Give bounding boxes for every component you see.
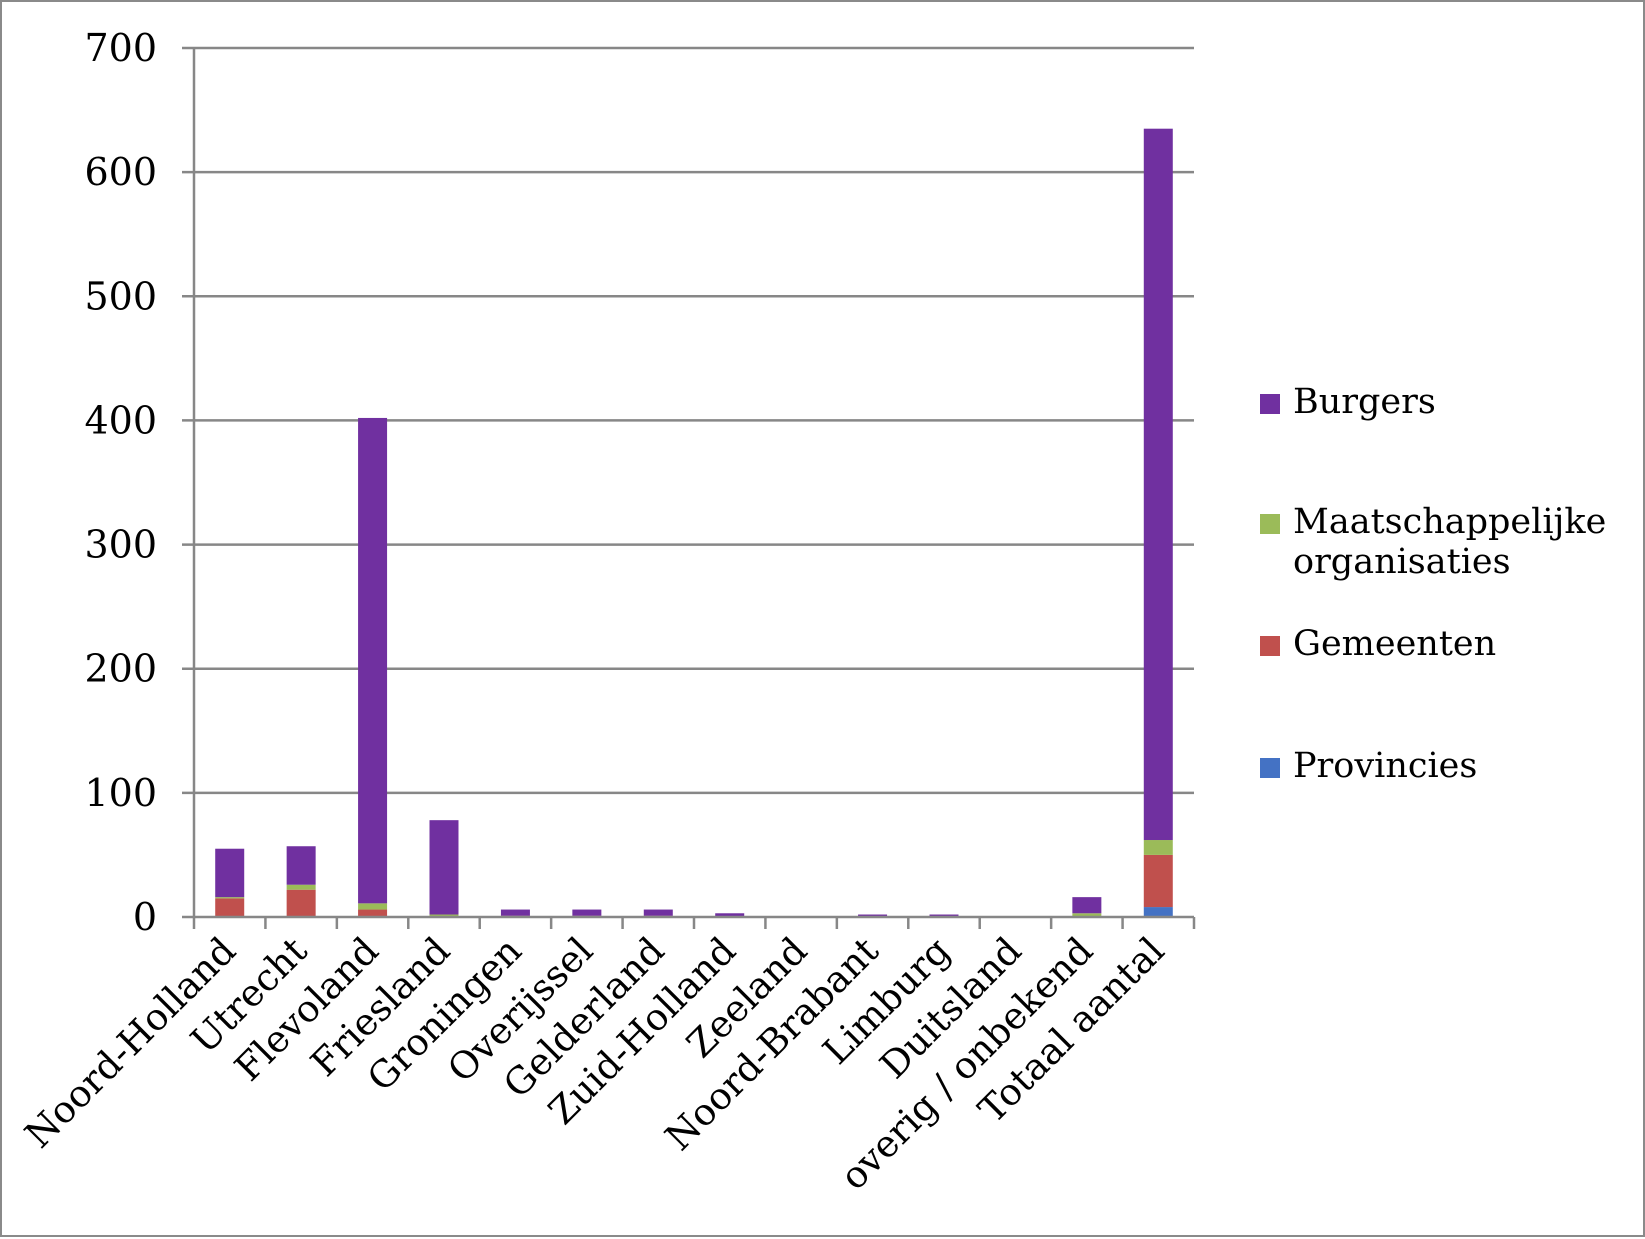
- bar-burgers-noord-holland: [215, 848, 245, 898]
- bar-burgers-flevoland: [358, 417, 388, 904]
- legend-swatch-burgers: [1260, 394, 1280, 414]
- y-tick-label: 400: [84, 398, 157, 442]
- bar-gemeenten-totaal-aantal: [1143, 854, 1173, 908]
- bar-burgers-friesland: [429, 820, 459, 915]
- bar-maatschappelijke-organisaties-overig-onbekend: [1072, 913, 1102, 917]
- y-tick-label: 700: [84, 26, 157, 70]
- legend-label-gemeenten: Gemeenten: [1293, 624, 1496, 664]
- legend-swatch-provincies: [1260, 758, 1280, 778]
- y-tick-label: 500: [84, 274, 157, 318]
- y-tick-label: 200: [84, 647, 157, 691]
- bar-burgers-gelderland: [643, 909, 673, 916]
- legend-label-burgers: Burgers: [1293, 382, 1436, 422]
- bar-provincies-totaal-aantal: [1143, 907, 1173, 917]
- bars: [215, 128, 1173, 917]
- axes: [182, 48, 1196, 929]
- y-tick-label: 300: [84, 523, 157, 567]
- bar-burgers-overig-onbekend: [1072, 897, 1102, 914]
- bar-burgers-overijssel: [572, 909, 602, 916]
- bar-burgers-totaal-aantal: [1143, 128, 1173, 841]
- y-tick-labels: 700 600 500 400 300 200 100 0: [84, 26, 157, 939]
- legend-label-maatschappelijke-organisaties: organisaties: [1293, 542, 1511, 582]
- bar-burgers-groningen: [500, 909, 530, 916]
- legend-label-maatschappelijke-organisaties: Maatschappelijke: [1293, 502, 1606, 542]
- x-tick-labels: Noord-HollandUtrechtFlevolandFrieslandGr…: [17, 929, 1173, 1198]
- y-tick-label: 600: [84, 150, 157, 194]
- bar-gemeenten-flevoland: [358, 909, 388, 917]
- bar-burgers-utrecht: [286, 846, 316, 885]
- bar-gemeenten-noord-holland: [215, 898, 245, 917]
- bar-maatschappelijke-organisaties-noord-holland: [215, 897, 245, 899]
- legend-swatch-maatschappelijke-organisaties: [1260, 514, 1280, 534]
- bar-gemeenten-utrecht: [286, 889, 316, 917]
- bar-burgers-zuid-holland: [715, 913, 745, 917]
- y-tick-label: 100: [84, 771, 157, 815]
- bar-maatschappelijke-organisaties-flevoland: [358, 903, 388, 910]
- legend-label-provincies: Provincies: [1293, 746, 1477, 786]
- bar-maatschappelijke-organisaties-utrecht: [286, 884, 316, 890]
- legend-swatch-gemeenten: [1260, 636, 1280, 656]
- y-tick-label: 0: [133, 895, 157, 939]
- bar-maatschappelijke-organisaties-totaal-aantal: [1143, 840, 1173, 855]
- gridlines: [182, 46, 1194, 795]
